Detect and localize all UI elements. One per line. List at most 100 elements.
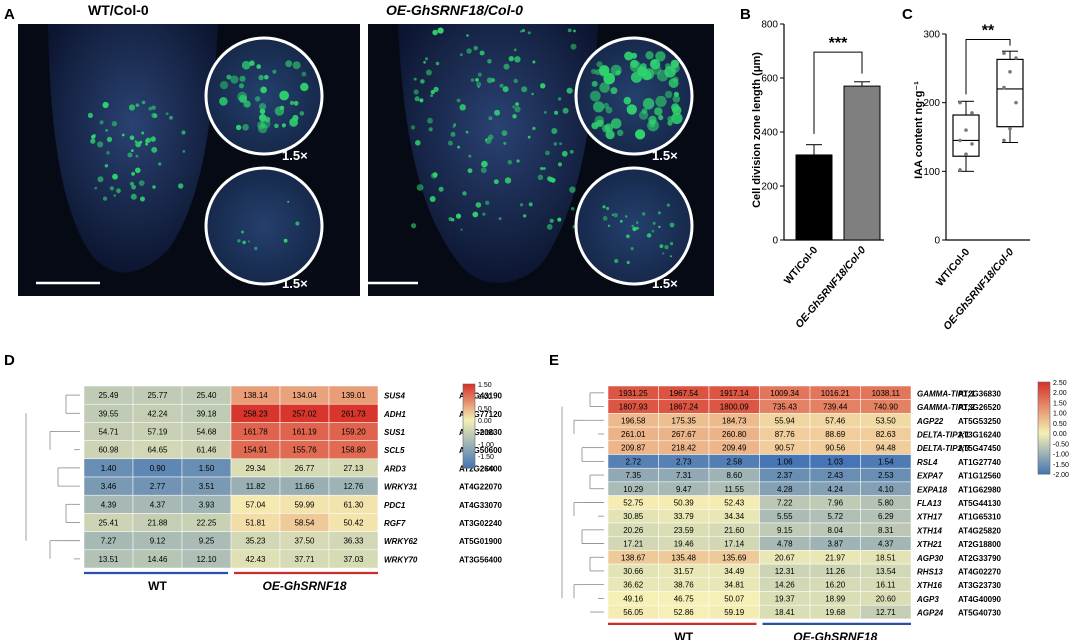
heatmap-cell-value: 261.73 bbox=[341, 409, 366, 418]
chart-c-point bbox=[1008, 69, 1012, 74]
heatmap-cell-value: 25.41 bbox=[98, 519, 119, 528]
chart-b: Cell division zone length (μm) 0 200 400 60… bbox=[751, 20, 884, 331]
dendrogram bbox=[25, 394, 80, 560]
zoom-cell-dot bbox=[591, 68, 597, 75]
oe-cell-dot bbox=[457, 145, 461, 149]
oe-cell-dot bbox=[503, 63, 510, 70]
wt-cell-dot bbox=[112, 173, 118, 180]
color-scale-step bbox=[1038, 453, 1050, 457]
heatmap-cell-value: 36.62 bbox=[623, 581, 644, 590]
heatmap-cell-value: 4.28 bbox=[777, 485, 793, 494]
gene-name: FLA13 bbox=[917, 499, 942, 508]
oe-cell-dot bbox=[557, 217, 562, 222]
heatmap-row: 39.55 42.24 39.18 258.23 257.02 261.73 ADH1 AT1… bbox=[83, 403, 503, 423]
chart-c-point bbox=[958, 100, 962, 105]
group-labels: WT OE-GhSRNF18 bbox=[84, 571, 378, 593]
zoom-cell-dot bbox=[605, 106, 613, 114]
zoom-cell-dot bbox=[657, 211, 661, 215]
oe-cell-dot bbox=[554, 110, 559, 115]
gene-name: SUS1 bbox=[384, 428, 405, 437]
color-scale-step bbox=[463, 438, 475, 442]
zoom-cell-dot bbox=[274, 106, 285, 116]
wt-cell-dot bbox=[148, 106, 153, 111]
heatmap-cell-value: 10.29 bbox=[623, 485, 644, 494]
color-scale-step bbox=[1038, 441, 1050, 445]
color-scale-label: 1.00 bbox=[478, 394, 492, 401]
zoom-cell-dot bbox=[652, 221, 656, 225]
heatmap-cell-value: 25.40 bbox=[196, 391, 217, 400]
oe-cell-dot bbox=[467, 168, 473, 174]
group-label-wt: WT bbox=[148, 579, 167, 593]
oe-cell-dot bbox=[432, 29, 438, 36]
zoom-cell-dot bbox=[642, 98, 655, 110]
gene-name: AGP3 bbox=[916, 595, 939, 604]
oe-cell-dot bbox=[425, 57, 428, 61]
color-scale-label: -0.50 bbox=[478, 430, 494, 437]
color-scale-step bbox=[463, 413, 475, 416]
zoom-cell-dot bbox=[254, 246, 258, 251]
panel-label-a: A bbox=[4, 6, 15, 23]
locus-id: AT2G26400 bbox=[459, 464, 503, 473]
heatmap-cell-value: 209.87 bbox=[621, 444, 646, 453]
heatmap-cell-value: 7.31 bbox=[676, 471, 692, 480]
oe-cell-dot bbox=[428, 127, 433, 132]
heatmap-cell-value: 14.26 bbox=[775, 581, 796, 590]
wt-cell-dot bbox=[182, 150, 186, 153]
chart-b-tick-label: 400 bbox=[761, 128, 778, 139]
chart-c-tick-label: 200 bbox=[923, 98, 940, 109]
color-scale-label: 1.00 bbox=[1053, 411, 1067, 418]
oe-cell-dot bbox=[484, 138, 488, 142]
color-scale-step bbox=[463, 390, 475, 393]
heatmap-cell-value: 61.46 bbox=[196, 446, 217, 455]
chart-c-boxes bbox=[952, 50, 1024, 172]
oe-cell-dot bbox=[558, 162, 562, 167]
heatmap-row: 52.75 50.39 52.43 7.22 7.96 5.80 FLA13 AT5G4413… bbox=[607, 495, 1002, 510]
gene-name: XTH14 bbox=[916, 526, 942, 535]
locus-id: AT1G50600 bbox=[459, 446, 503, 455]
heatmap-cell-value: 17.21 bbox=[623, 540, 644, 549]
zoom-cell-dot bbox=[254, 96, 261, 102]
zoom-cell-dot bbox=[594, 69, 601, 76]
heatmap-cell-value: 9.12 bbox=[150, 537, 166, 546]
color-scale-label: -0.50 bbox=[1053, 441, 1069, 448]
heatmap-cell-value: 51.81 bbox=[245, 519, 266, 528]
heatmap-cell-value: 50.07 bbox=[724, 594, 745, 603]
color-scale-step bbox=[1038, 464, 1050, 468]
heatmap-cell-value: 1009.34 bbox=[770, 389, 799, 398]
gene-name: SUS4 bbox=[384, 392, 405, 401]
heatmap-cell-value: 9.15 bbox=[777, 526, 793, 535]
gene-name: DELTA-TIP2;3 bbox=[917, 444, 970, 453]
heatmap-cell-value: 257.02 bbox=[292, 409, 317, 418]
oe-cell-dot bbox=[521, 29, 525, 33]
wt-cell-dot bbox=[113, 194, 116, 197]
locus-id: AT3G16240 bbox=[958, 430, 1002, 439]
zoom-cell-dot bbox=[664, 244, 669, 250]
heatmap-cell-value: 19.68 bbox=[825, 608, 846, 617]
gene-name: WRKY70 bbox=[384, 555, 418, 564]
heatmap-e: 1931.25 1967.54 1917.14 1009.34 1016.21 1038.… bbox=[561, 380, 1069, 640]
heatmap-cell-value: 22.25 bbox=[196, 519, 217, 528]
oe-cell-dot bbox=[488, 134, 494, 140]
wt-image-title: WT/Col-0 bbox=[88, 2, 149, 18]
zoom-label-2: 1.5× bbox=[282, 276, 308, 291]
heatmap-cell-value: 52.86 bbox=[674, 608, 695, 617]
heatmap-cell-value: 4.37 bbox=[150, 500, 166, 509]
color-scale-step bbox=[463, 449, 475, 452]
zoom-cell-dot bbox=[624, 51, 634, 61]
heatmap-row: 261.01 267.67 260.80 87.76 88.69 82.63 DELTA-T… bbox=[607, 426, 1002, 442]
heatmap-cell-value: 138.67 bbox=[621, 553, 646, 562]
zoom-cell-dot bbox=[619, 219, 623, 223]
color-scale-step bbox=[463, 457, 475, 461]
oe-cell-dot bbox=[416, 184, 424, 191]
zoom-cell-dot bbox=[668, 78, 679, 88]
color-scale-step bbox=[463, 447, 475, 450]
chart-c: IAA content ng·g⁻¹ 0 100 200 300 WT/Col-0OE… bbox=[913, 22, 1030, 333]
heatmap-cell-value: 17.14 bbox=[724, 540, 745, 549]
wt-cell-dot bbox=[102, 196, 108, 201]
color-scale-border bbox=[1037, 381, 1051, 475]
oe-cell-dot bbox=[566, 87, 573, 94]
wt-cell-dot bbox=[130, 149, 134, 153]
color-scale-step bbox=[1038, 421, 1050, 424]
chart-b-bar bbox=[795, 154, 833, 241]
zoom-cell-dot bbox=[659, 244, 664, 249]
